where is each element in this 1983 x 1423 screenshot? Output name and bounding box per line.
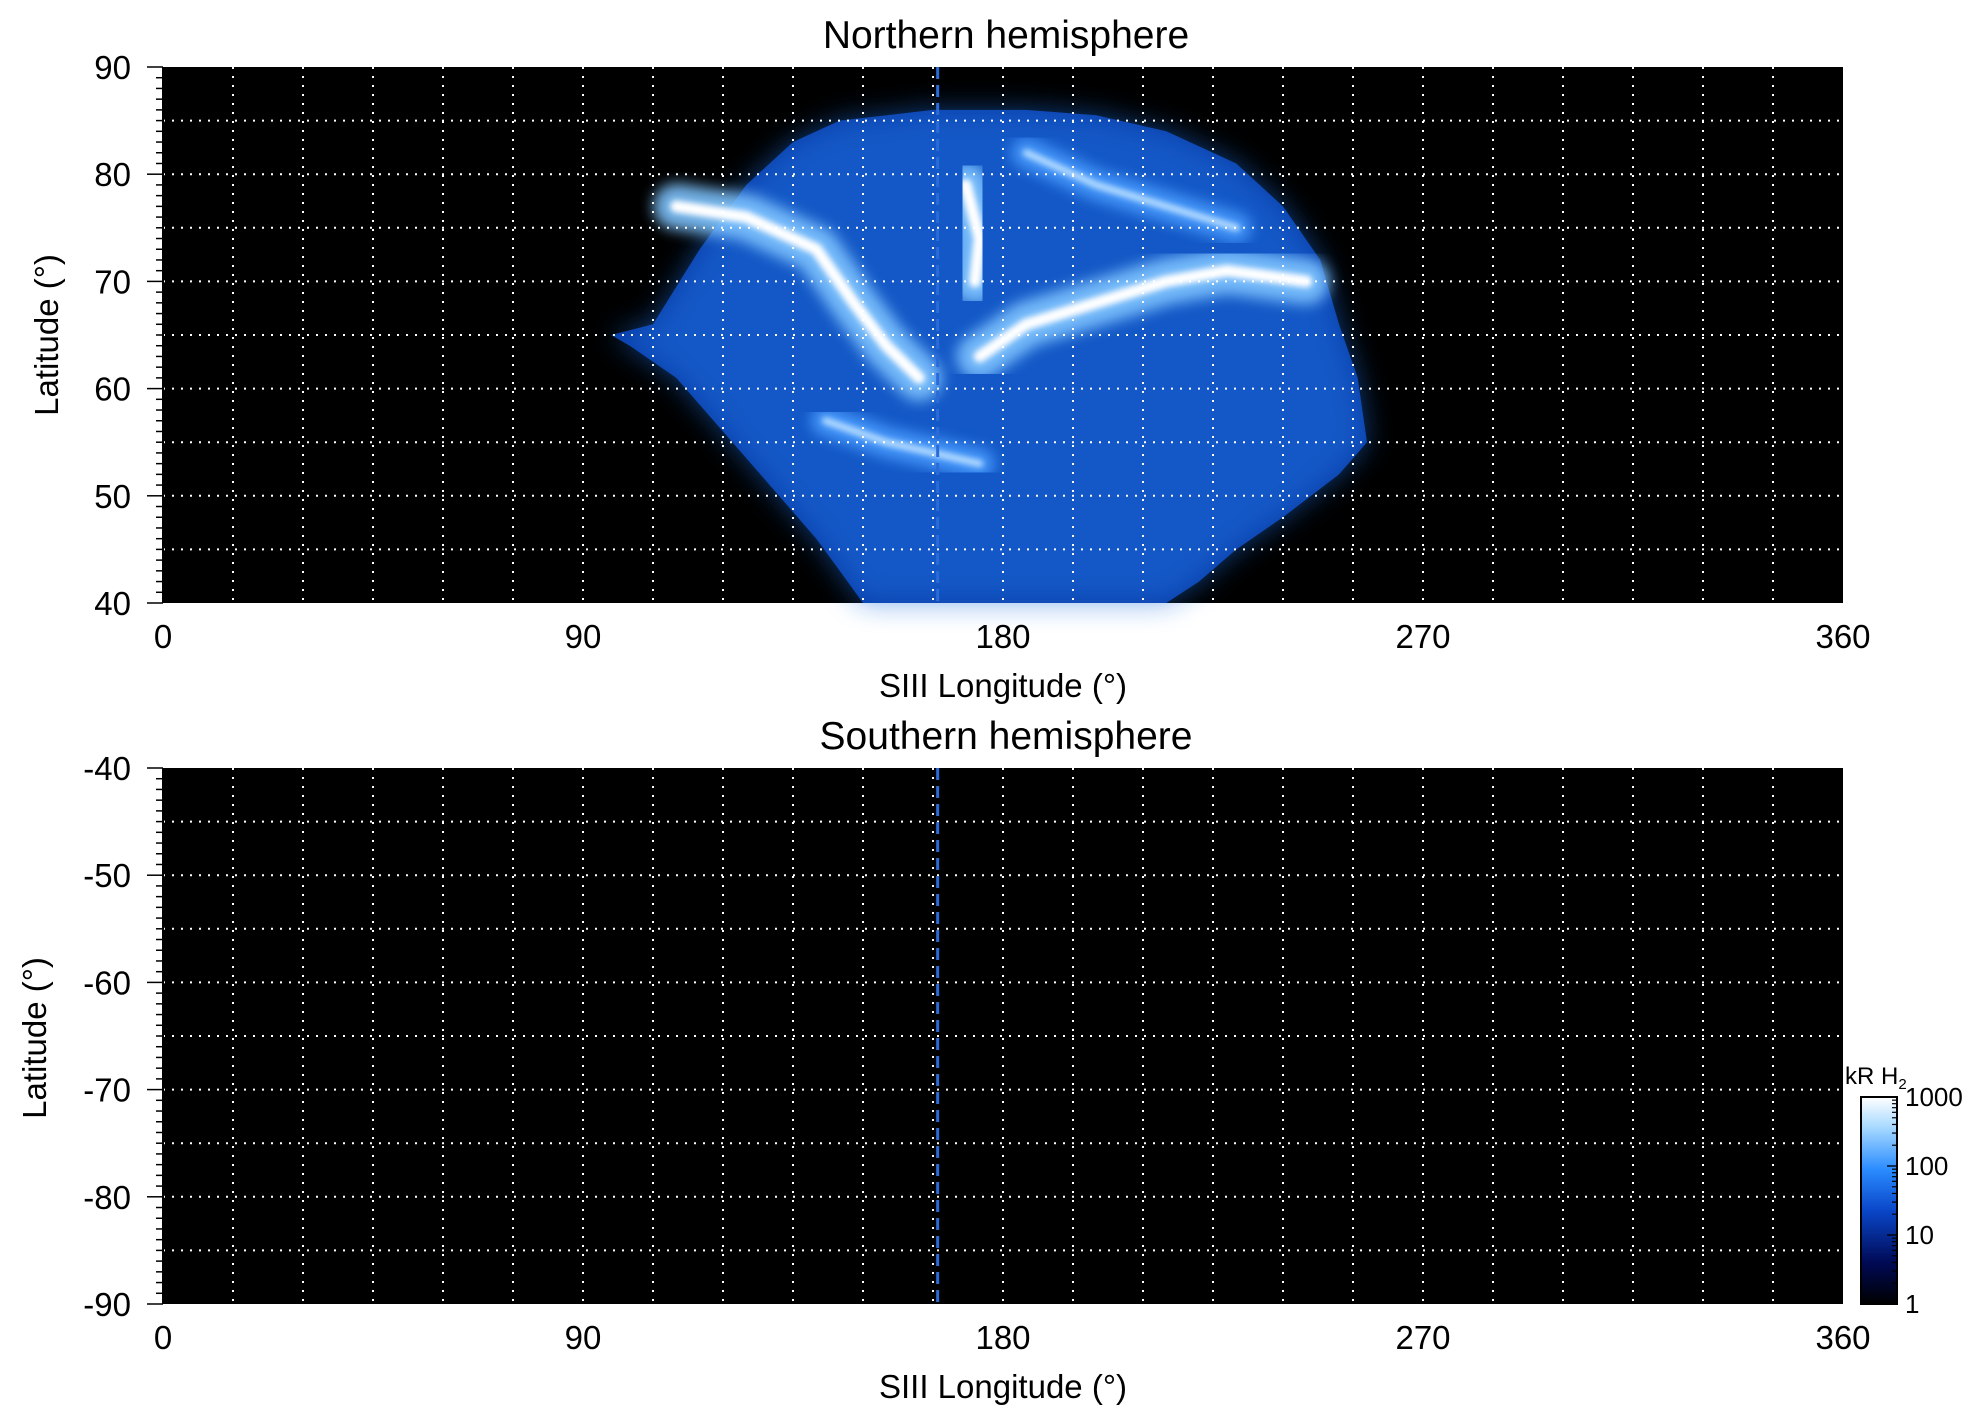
colorbar-tick-label: 10	[1905, 1220, 1934, 1250]
southern-panel: Southern hemisphere -90 -80 -70 -60 -50 -40 0 9…	[16, 715, 1871, 1405]
x-tick-label: 0	[154, 618, 172, 655]
x-tick-label: 90	[565, 618, 602, 655]
emission-arc	[822, 417, 984, 468]
y-tick-label: -70	[83, 1072, 131, 1109]
axis-ticks: 40 50 60 70 80 90 0 90 180 270 360	[94, 49, 1870, 655]
colorbar-tick-label: 100	[1905, 1151, 1948, 1181]
colorbar-tick-label: 1000	[1905, 1082, 1963, 1112]
y-tick-label: -50	[83, 857, 131, 894]
panel-title: Northern hemisphere	[823, 14, 1189, 57]
emission-layer	[611, 109, 1367, 604]
x-axis-label: SIII Longitude (°)	[879, 667, 1127, 704]
colorbar-gradient	[1860, 1096, 1898, 1305]
x-tick-label: 0	[154, 1319, 172, 1356]
x-tick-label: 360	[1815, 1319, 1870, 1356]
y-tick-label: -40	[83, 750, 131, 787]
grid-lines	[163, 67, 1843, 603]
x-tick-label: 360	[1815, 618, 1870, 655]
colorbar-ticks: 1 10 100 1000	[1887, 1082, 1963, 1319]
grid-lines	[163, 768, 1843, 1304]
y-tick-label: 60	[94, 371, 131, 408]
x-tick-label: 270	[1395, 618, 1450, 655]
axis-ticks: -90 -80 -70 -60 -50 -40 0 90 180 270 360	[83, 750, 1870, 1356]
emission-arc	[670, 200, 925, 384]
y-tick-label: 80	[94, 156, 131, 193]
y-tick-label: -60	[83, 964, 131, 1001]
colorbar-tick-label: 1	[1905, 1289, 1919, 1319]
y-tick-label: 50	[94, 478, 131, 515]
colorbar-subscript: 2	[1898, 1076, 1906, 1093]
colorbar: kR H2 1 10 100 1000	[1845, 1063, 1963, 1319]
x-tick-label: 90	[565, 1319, 602, 1356]
x-tick-label: 180	[975, 618, 1030, 655]
y-tick-label: -80	[83, 1179, 131, 1216]
y-axis-label: Latitude (°)	[16, 957, 53, 1119]
colorbar-label: kR H2	[1845, 1063, 1907, 1093]
y-axis-label: Latitude (°)	[28, 254, 65, 416]
y-tick-label: -90	[83, 1286, 131, 1323]
y-tick-label: 40	[94, 585, 131, 622]
emission-arc	[973, 264, 1313, 363]
northern-panel: Northern hemisphere 40 50 60 70 80 90 0 90 180 27…	[28, 14, 1871, 704]
y-tick-label: 70	[94, 263, 131, 300]
emission-arc	[959, 178, 986, 288]
x-tick-label: 270	[1395, 1319, 1450, 1356]
x-axis-label: SIII Longitude (°)	[879, 1368, 1127, 1405]
colorbar-unit: kR H	[1845, 1063, 1898, 1090]
y-tick-label: 90	[94, 49, 131, 86]
x-tick-label: 180	[975, 1319, 1030, 1356]
emission-arc	[1022, 149, 1240, 232]
panel-title: Southern hemisphere	[820, 715, 1193, 758]
